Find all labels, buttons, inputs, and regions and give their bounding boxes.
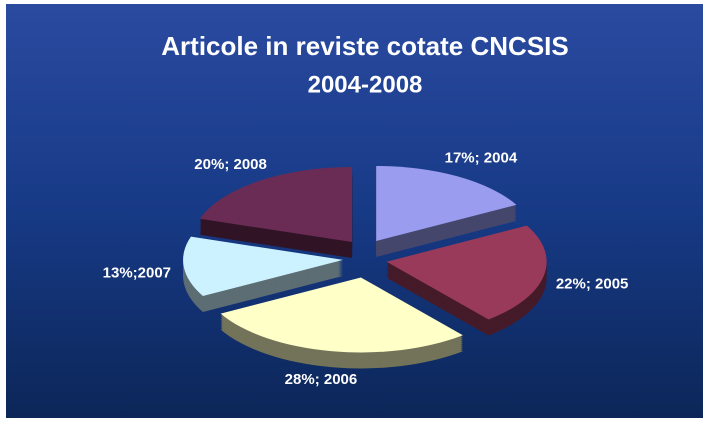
data-label: 28%; 2006	[285, 371, 358, 388]
pie-slice	[183, 236, 344, 296]
data-label: 17%; 2004	[445, 150, 518, 167]
pie-slice	[220, 277, 463, 353]
pie-slice	[386, 225, 547, 320]
data-label: 20%; 2008	[194, 156, 267, 173]
chart-subtitle: 2004-2008	[308, 71, 423, 98]
pie-slice	[376, 165, 517, 241]
data-label: 22%; 2005	[556, 275, 629, 292]
pie-slice	[199, 166, 353, 242]
chart-title: Articole in reviste cotate CNCSIS	[161, 31, 568, 61]
data-label: 13%;2007	[103, 264, 171, 281]
